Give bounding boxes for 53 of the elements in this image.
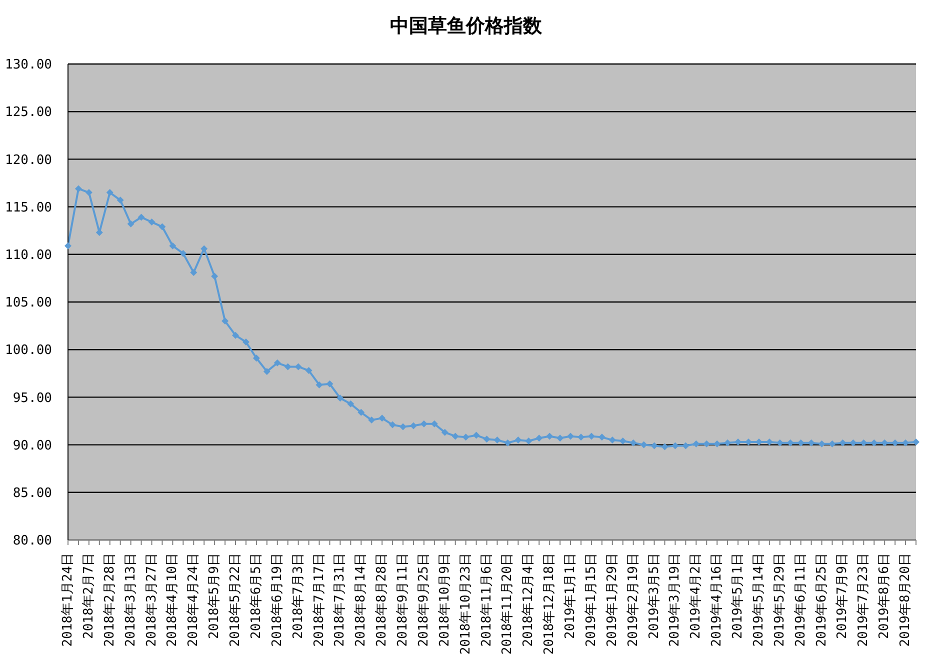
x-tick-label: 2018年3月27日 <box>144 553 160 647</box>
x-tick-label: 2018年4月24日 <box>186 553 202 647</box>
y-tick-label: 120.00 <box>5 152 52 168</box>
y-tick-label: 110.00 <box>5 248 52 264</box>
x-tick-label: 2019年2月19日 <box>626 553 641 647</box>
x-tick-label: 2018年1月24日 <box>60 553 76 647</box>
x-tick-label: 2018年12月4日 <box>521 553 536 647</box>
x-tick-label: 2018年5月9日 <box>207 553 222 639</box>
x-tick-label: 2019年5月14日 <box>751 553 766 647</box>
x-tick-label: 2019年1月15日 <box>584 553 599 647</box>
x-tick-label: 2018年7月31日 <box>332 553 348 647</box>
x-tick-label: 2019年7月23日 <box>856 553 872 647</box>
x-tick-label: 2018年11月20日 <box>500 553 516 655</box>
x-tick-label: 2018年5月22日 <box>228 553 244 647</box>
x-tick-label: 2018年6月5日 <box>248 553 264 639</box>
y-tick-label: 90.00 <box>12 438 52 454</box>
x-tick-label: 2019年5月29日 <box>772 553 788 647</box>
y-tick-label: 100.00 <box>5 343 52 358</box>
x-tick-label: 2019年1月29日 <box>604 553 620 647</box>
x-tick-label: 2018年2月28日 <box>102 553 118 647</box>
x-tick-label: 2018年7月3日 <box>290 553 306 639</box>
x-tick-label: 2018年8月28日 <box>374 553 390 647</box>
x-tick-label: 2018年12月18日 <box>542 553 558 655</box>
y-tick-label: 115.00 <box>5 200 52 216</box>
x-tick-label: 2019年3月19日 <box>668 553 683 647</box>
x-tick-label: 2019年6月25日 <box>814 553 830 647</box>
x-tick-label: 2019年6月11日 <box>793 553 808 647</box>
y-tick-label: 80.00 <box>12 534 52 549</box>
x-tick-label: 2018年6月19日 <box>270 553 285 647</box>
x-tick-label: 2019年7月9日 <box>835 553 850 639</box>
x-tick-label: 2018年3月13日 <box>123 553 138 647</box>
x-tick-label: 2018年11月6日 <box>479 553 494 647</box>
chart-title: 中国草鱼价格指数 <box>389 14 543 39</box>
x-tick-label: 2019年1月1日 <box>563 553 578 639</box>
x-tick-label: 2018年2月7日 <box>81 553 96 639</box>
x-tick-label: 2018年10月9日 <box>437 553 452 647</box>
x-tick-label: 2018年8月14日 <box>354 553 369 647</box>
y-tick-label: 85.00 <box>12 486 52 502</box>
x-tick-label: 2018年9月25日 <box>416 553 432 647</box>
x-tick-label: 2019年5月1日 <box>730 553 746 639</box>
x-tick-label: 2019年4月16日 <box>710 553 725 647</box>
y-tick-label: 105.00 <box>5 296 52 311</box>
x-tick-label: 2019年8月6日 <box>877 553 892 639</box>
x-tick-label: 2018年9月11日 <box>396 553 411 647</box>
x-tick-label: 2019年3月5日 <box>646 553 662 639</box>
x-tick-label: 2018年4月10日 <box>165 553 180 647</box>
x-tick-label: 2019年4月2日 <box>688 553 704 639</box>
y-tick-label: 95.00 <box>12 390 52 406</box>
y-tick-label: 125.00 <box>5 105 52 120</box>
y-tick-label: 130.00 <box>5 58 52 73</box>
x-tick-label: 2018年10月23日 <box>458 553 474 655</box>
x-tick-label: 2018年7月17日 <box>312 553 327 647</box>
x-tick-label: 2019年8月20日 <box>898 553 914 647</box>
